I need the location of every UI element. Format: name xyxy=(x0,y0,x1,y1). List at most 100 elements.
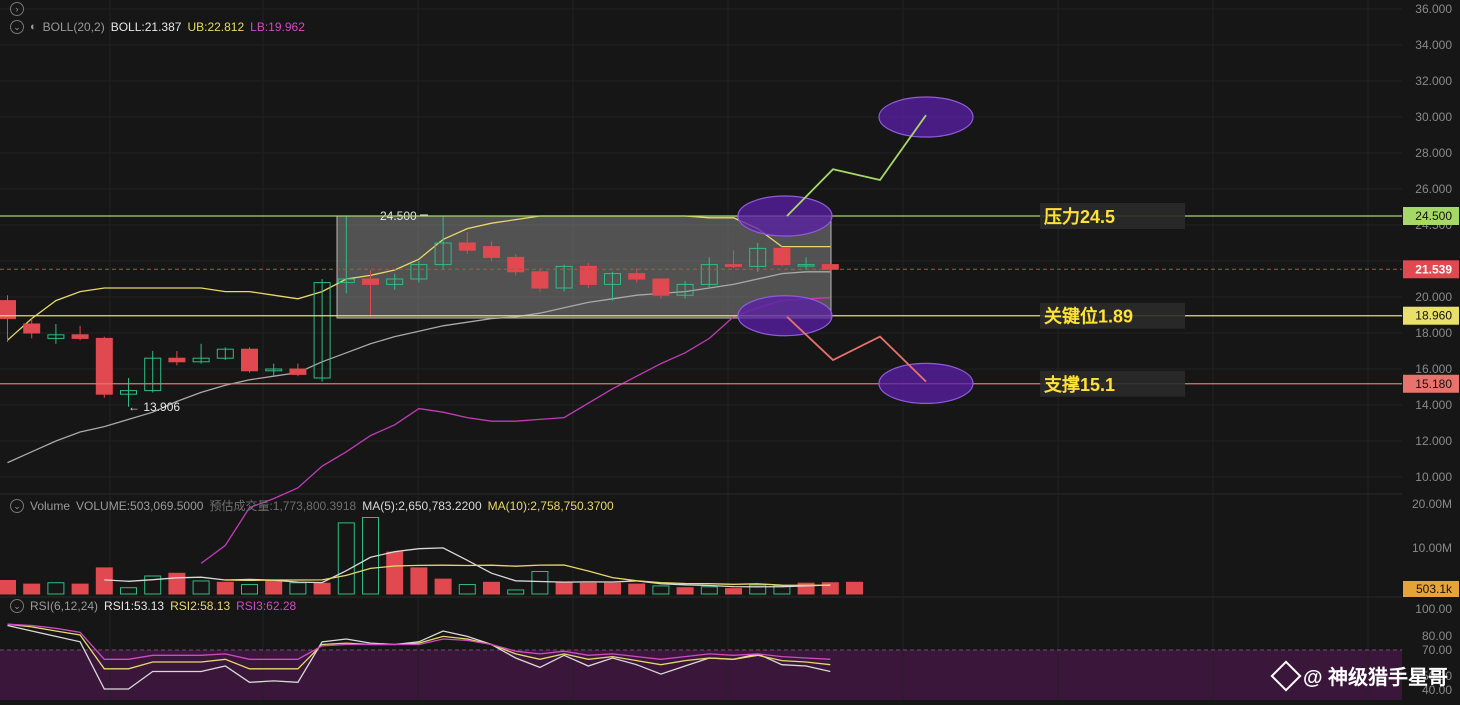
collapse-icon[interactable]: ⌄ xyxy=(10,599,24,613)
candle-body xyxy=(628,273,646,280)
level-label-bg xyxy=(1040,302,1185,329)
volume-bar xyxy=(192,580,210,595)
candle-body xyxy=(797,264,815,267)
candles: 24.500← 13.906 xyxy=(0,209,839,414)
price-axis: 36.000 34.000 32.000 30.000 28.000 26.000 24.5… xyxy=(1402,0,1460,700)
price-tick-label: 18.000 xyxy=(1415,326,1452,340)
watermark-text: @ 神级猎手星哥 xyxy=(1302,667,1448,689)
candle-body xyxy=(749,247,767,267)
level-tag xyxy=(1403,306,1459,325)
level-label-bg xyxy=(1040,370,1185,397)
eye-icon[interactable]: ◐ xyxy=(30,21,37,33)
price-tick-label: 26.000 xyxy=(1415,182,1452,196)
rsi-tick-label: 50.00 xyxy=(1422,669,1452,683)
target-ellipse xyxy=(878,362,974,404)
price-tick-label: 28.000 xyxy=(1415,146,1452,160)
rsi3-line xyxy=(7,623,831,660)
volume-legend: ⌄ Volume VOLUME:503,069.5000 预估成交量:1,773… xyxy=(10,497,614,514)
boll-ub-value: UB:22.812 xyxy=(187,20,245,34)
candle-body xyxy=(507,256,525,273)
volume-bar xyxy=(168,572,186,595)
rsi1-value: RSI1:53.13 xyxy=(104,599,165,613)
diamond-logo-icon xyxy=(1270,659,1302,692)
price-tick-label: 16.000 xyxy=(1415,362,1452,376)
volume-bar xyxy=(700,586,718,595)
rsi-name: RSI(6,12,24) xyxy=(30,599,99,613)
volume-bar xyxy=(144,575,162,595)
level-label-bg xyxy=(1040,203,1185,229)
volume-last-tag xyxy=(1403,581,1459,597)
candle-body xyxy=(313,282,331,379)
volume-bar xyxy=(337,522,355,595)
volume-bar xyxy=(241,584,258,595)
candle-body xyxy=(337,278,355,284)
boll-lb-value: LB:19.962 xyxy=(250,20,305,34)
volume-bar xyxy=(23,583,41,595)
level-tag xyxy=(1403,207,1459,225)
candle-body xyxy=(71,334,89,339)
volume-ma10: MA(10):2,758,750.3700 xyxy=(487,498,614,513)
boll-legend: ⌄ ◐ BOLL(20,2) BOLL:21.387 UB:22.812 LB:… xyxy=(10,20,305,34)
rsi1-line xyxy=(7,624,831,690)
candle-body xyxy=(192,357,210,363)
volume-pane xyxy=(0,517,863,595)
candle-body xyxy=(95,337,113,395)
candle-body xyxy=(23,323,41,334)
projection-up-line xyxy=(786,114,927,217)
boll-lower-line xyxy=(200,297,831,564)
candle-body xyxy=(483,246,500,258)
candle-body xyxy=(434,242,452,266)
candle-body xyxy=(579,265,597,285)
price-tick-label: 32.000 xyxy=(1415,74,1452,88)
candle-body xyxy=(0,300,16,320)
price-tick-label: 20.000 xyxy=(1415,290,1452,304)
rsi-band xyxy=(0,650,1460,700)
volume-bar xyxy=(483,581,500,595)
last-price-tag-label: 21.539 xyxy=(1415,262,1452,276)
rsi-tick-label: 80.00 xyxy=(1422,629,1452,643)
volume-tick-label: 10.00M xyxy=(1412,541,1452,555)
volume-bar xyxy=(507,589,525,595)
level-label: 压力24.5 xyxy=(1044,207,1115,227)
rsi2-line xyxy=(7,623,831,670)
collapse-icon[interactable]: ⌄ xyxy=(10,498,24,513)
chevron-right-icon[interactable]: › xyxy=(10,2,24,16)
price-levels: 压力24.5 关键位1.89 支撑15.1 xyxy=(0,203,1402,397)
volume-bar xyxy=(676,587,694,595)
volume-bar xyxy=(652,585,670,595)
candle-body xyxy=(652,278,670,296)
rsi-legend: ⌄ RSI(6,12,24) RSI1:53.13 RSI2:58.13 RSI… xyxy=(10,599,296,613)
target-ellipse xyxy=(878,96,974,138)
volume-bar xyxy=(95,567,113,595)
volume-last-tag-label: 503.1k xyxy=(1416,582,1453,596)
volume-bar xyxy=(579,582,597,595)
collapse-icon[interactable]: ⌄ xyxy=(10,20,24,34)
last-price-tag xyxy=(1403,260,1459,279)
price-tick-label: 10.000 xyxy=(1415,470,1452,484)
volume-bar xyxy=(628,583,646,595)
candle-body xyxy=(265,368,283,372)
volume-bar xyxy=(797,582,815,595)
boll-name: BOLL(20,2) xyxy=(42,20,105,34)
boll-value: BOLL:21.387 xyxy=(110,20,182,34)
volume-bar xyxy=(265,579,283,595)
volume-bar xyxy=(71,583,89,595)
volume-bar xyxy=(0,580,16,595)
top-collapse[interactable]: › xyxy=(10,2,24,16)
candle-body xyxy=(458,242,476,251)
volume-bar xyxy=(531,571,549,595)
target-ellipse xyxy=(737,195,833,237)
volume-name: Volume xyxy=(30,498,71,513)
volume-bar xyxy=(604,582,621,595)
volume-estimate: 预估成交量:1,773,800.3918 xyxy=(209,499,357,513)
candle-body xyxy=(47,334,65,339)
volume-tick-label: 20.00M xyxy=(1412,497,1452,511)
candle-body xyxy=(773,247,791,266)
volume-bar xyxy=(47,582,65,595)
grid-lines xyxy=(0,0,1402,700)
volume-ma5: MA(5):2,650,783.2200 xyxy=(362,498,482,513)
boll-upper-line xyxy=(7,215,831,341)
rsi-tick-label: 70.00 xyxy=(1422,643,1452,657)
